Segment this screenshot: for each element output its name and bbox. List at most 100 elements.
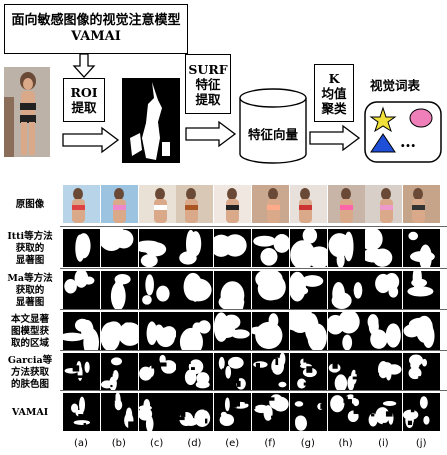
- vocab-ellipsis: …: [400, 132, 416, 151]
- result-thumbnail: [327, 271, 365, 309]
- roi-image: [122, 78, 180, 163]
- row-separator: [60, 268, 447, 269]
- row-label-line2: 获取的: [15, 243, 45, 254]
- result-thumbnail: [327, 353, 365, 391]
- result-thumbnail: [214, 353, 252, 391]
- row-label: VAMAI: [0, 407, 60, 419]
- result-thumbnail: [289, 271, 327, 309]
- result-thumbnail: [365, 229, 403, 267]
- surf-box: SURF 特征 提取: [185, 54, 231, 114]
- result-thumbnail: [327, 229, 365, 267]
- result-thumbnail: [403, 393, 441, 431]
- column-label: (i): [378, 438, 389, 449]
- result-thumbnail: [100, 393, 138, 431]
- result-thumbnail: [214, 393, 252, 431]
- row-label: Ma等方法 获取的 显著图: [0, 273, 60, 309]
- roi-box: ROI 提取: [63, 78, 105, 122]
- row-label-line1: 原图像: [15, 199, 45, 210]
- result-thumbnail: [403, 229, 441, 267]
- source-photo-figure: [4, 67, 50, 157]
- result-thumbnail: [100, 229, 138, 267]
- right-arrow-3: [309, 124, 361, 152]
- column-label: (b): [111, 438, 126, 449]
- original-thumbnail: [63, 185, 100, 223]
- column-label: (g): [300, 438, 315, 449]
- original-thumbnail: [214, 185, 252, 223]
- column-label: (a): [74, 438, 88, 449]
- result-thumbnail: [100, 353, 138, 391]
- result-thumbnail: [252, 271, 289, 309]
- result-thumbnail: [63, 393, 100, 431]
- kmeans-line2: 均值: [321, 85, 347, 101]
- column-label: (j): [415, 438, 427, 449]
- result-thumbnail: [403, 312, 441, 350]
- column-label: (e): [225, 438, 240, 449]
- roi-line1: ROI: [70, 85, 98, 100]
- kmeans-line1: K: [328, 70, 340, 86]
- result-thumbnail: [289, 312, 327, 350]
- original-thumbnail: [100, 185, 138, 223]
- row-label-line1: Garcia等: [7, 355, 53, 366]
- result-thumbnail: [365, 312, 403, 350]
- surf-line3: 提取: [195, 91, 221, 107]
- result-thumbnail: [138, 271, 176, 309]
- roi-line2: 提取: [71, 100, 97, 115]
- row-separator: [60, 226, 447, 227]
- row-label-line3: 的肤色图: [10, 379, 49, 390]
- right-arrow-2: [185, 120, 237, 148]
- row-label: Garcia等 方法获取 的肤色图: [0, 355, 60, 391]
- kmeans-line3: 聚类: [321, 100, 347, 116]
- row-label-line1: Itti等方法: [7, 231, 53, 242]
- row-label-line2: 方法获取: [10, 367, 49, 378]
- row-label: 本文显著 图模型获 取的区域: [0, 314, 60, 350]
- result-thumbnail: [289, 229, 327, 267]
- result-thumbnail: [214, 271, 252, 309]
- result-thumbnail: [176, 229, 214, 267]
- title-box: 面向敏感图像的视觉注意模型 VAMAI: [4, 4, 188, 54]
- title-line2: VAMAI: [71, 29, 121, 44]
- column-label: (c): [149, 438, 164, 449]
- surf-line1: SURF: [188, 61, 228, 77]
- column-label: (h): [338, 438, 353, 449]
- result-thumbnail: [176, 393, 214, 431]
- result-thumbnail: [365, 393, 403, 431]
- original-thumbnail: [289, 185, 327, 223]
- row-label-line2: 图模型获: [10, 326, 49, 337]
- row-label-line1: VAMAI: [11, 407, 49, 418]
- result-thumbnail: [252, 393, 289, 431]
- column-label: (d): [187, 438, 202, 449]
- vocab-title: 视觉词表: [370, 78, 421, 93]
- row-label-line3: 显著图: [15, 297, 45, 308]
- original-thumbnail: [138, 185, 176, 223]
- result-thumbnail: [214, 229, 252, 267]
- result-thumbnail: [176, 353, 214, 391]
- row-separator: [60, 309, 447, 310]
- row-label-line1: 本文显著: [10, 314, 49, 325]
- result-thumbnail: [176, 271, 214, 309]
- down-arrow: [72, 54, 96, 78]
- database-cylinder: [239, 88, 307, 164]
- row-label-line3: 显著图: [15, 255, 45, 266]
- result-thumbnail: [403, 271, 441, 309]
- title-line1: 面向敏感图像的视觉注意模型: [11, 13, 181, 29]
- result-thumbnail: [365, 271, 403, 309]
- row-label-line1: Ma等方法: [7, 273, 53, 284]
- original-thumbnail: [252, 185, 289, 223]
- row-label: Itti等方法 获取的 显著图: [0, 231, 60, 267]
- row-separator: [60, 390, 447, 391]
- result-thumbnail: [327, 393, 365, 431]
- result-thumbnail: [252, 353, 289, 391]
- ellipse-icon: [409, 108, 433, 128]
- result-thumbnail: [289, 353, 327, 391]
- result-thumbnail: [176, 312, 214, 350]
- result-thumbnail: [365, 353, 403, 391]
- result-thumbnail: [327, 312, 365, 350]
- right-arrow-1: [62, 126, 120, 154]
- result-thumbnail: [63, 229, 100, 267]
- result-thumbnail: [138, 353, 176, 391]
- vocab-box: [364, 101, 442, 163]
- column-label: (f): [264, 438, 276, 449]
- result-thumbnail: [138, 229, 176, 267]
- original-thumbnail: [176, 185, 214, 223]
- result-thumbnail: [100, 271, 138, 309]
